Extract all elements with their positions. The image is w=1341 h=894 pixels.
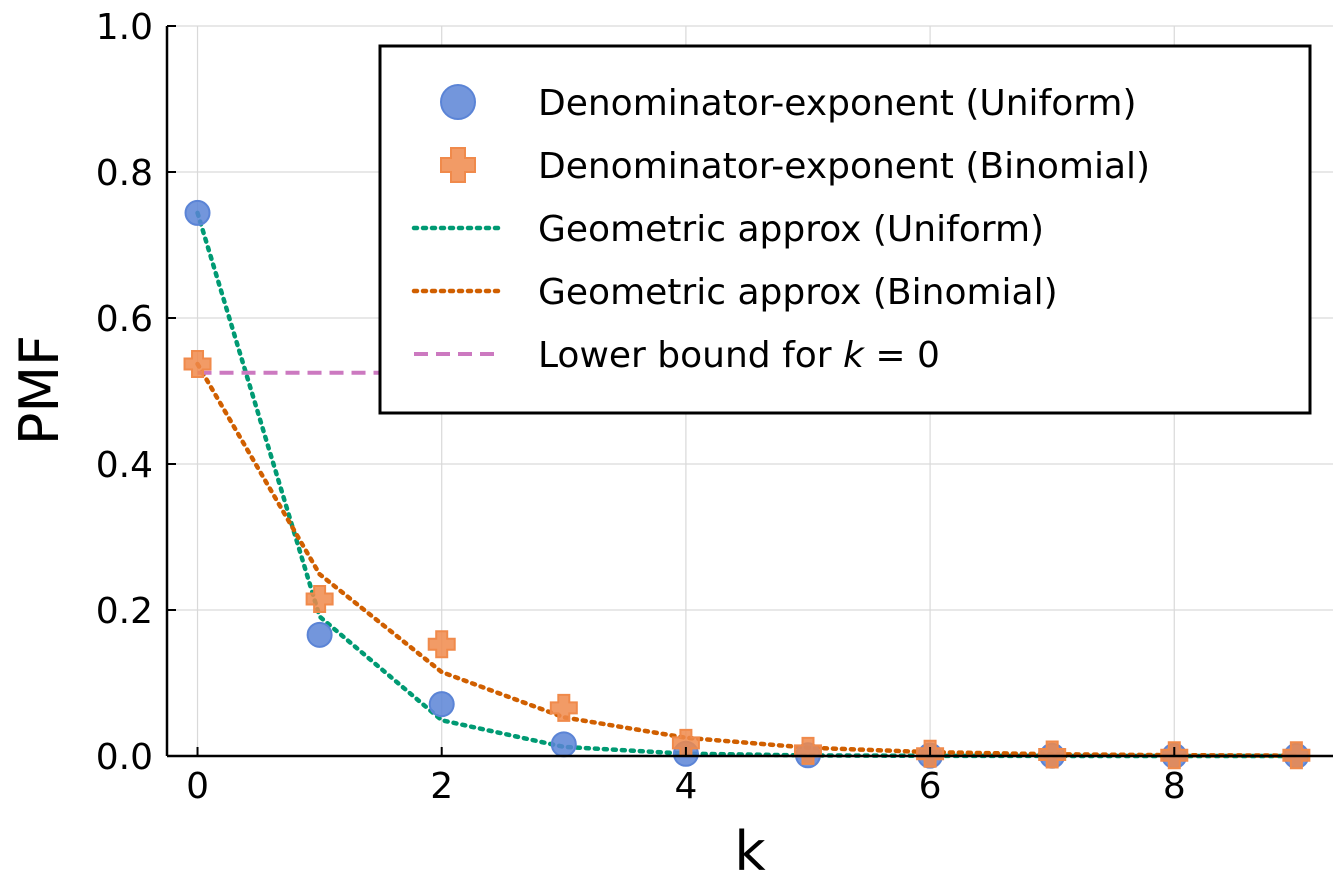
legend-box	[378, 44, 1312, 415]
x-axis-title: k	[734, 820, 766, 883]
data-point	[793, 736, 822, 765]
x-tick-label: 2	[430, 766, 453, 807]
data-point	[305, 585, 334, 614]
y-axis-title: PMF	[8, 335, 71, 445]
data-point	[549, 693, 578, 722]
data-point	[427, 630, 456, 659]
data-point	[428, 691, 455, 718]
data-point	[1038, 740, 1067, 769]
y-tick-label: 0.4	[96, 445, 153, 486]
y-tick-label: 0.2	[96, 591, 153, 632]
legend-label: Denominator-exponent (Binomial)	[538, 146, 1150, 187]
series-line-3	[195, 361, 1299, 758]
legend-label: Lower bound for k = 0	[538, 335, 940, 376]
legend-label: Geometric approx (Binomial)	[538, 272, 1058, 313]
data-point	[550, 731, 577, 758]
legend-marker	[440, 84, 476, 120]
y-tick-label: 0.6	[96, 299, 153, 340]
legend-marker	[440, 147, 476, 183]
y-tick-label: 0.8	[96, 153, 153, 194]
series-line-2	[195, 210, 1299, 759]
legend: Denominator-exponent (Uniform) Denominato…	[378, 44, 1312, 415]
legend-label: Geometric approx (Uniform)	[538, 209, 1044, 250]
data-point	[183, 349, 212, 378]
data-point	[184, 199, 211, 226]
x-tick-label: 4	[674, 766, 697, 807]
y-tick-label: 0.0	[96, 737, 153, 778]
axes: 0 2 4 6 8 0.0 0.2 0.4 0.6 0.8 1.0	[96, 7, 1333, 807]
x-tick-label: 8	[1163, 766, 1186, 807]
data-point	[306, 621, 333, 648]
x-tick-label: 0	[186, 766, 209, 807]
x-tick-label: 6	[919, 766, 942, 807]
legend-label: Denominator-exponent (Uniform)	[538, 83, 1137, 124]
y-tick-label: 1.0	[96, 7, 153, 48]
